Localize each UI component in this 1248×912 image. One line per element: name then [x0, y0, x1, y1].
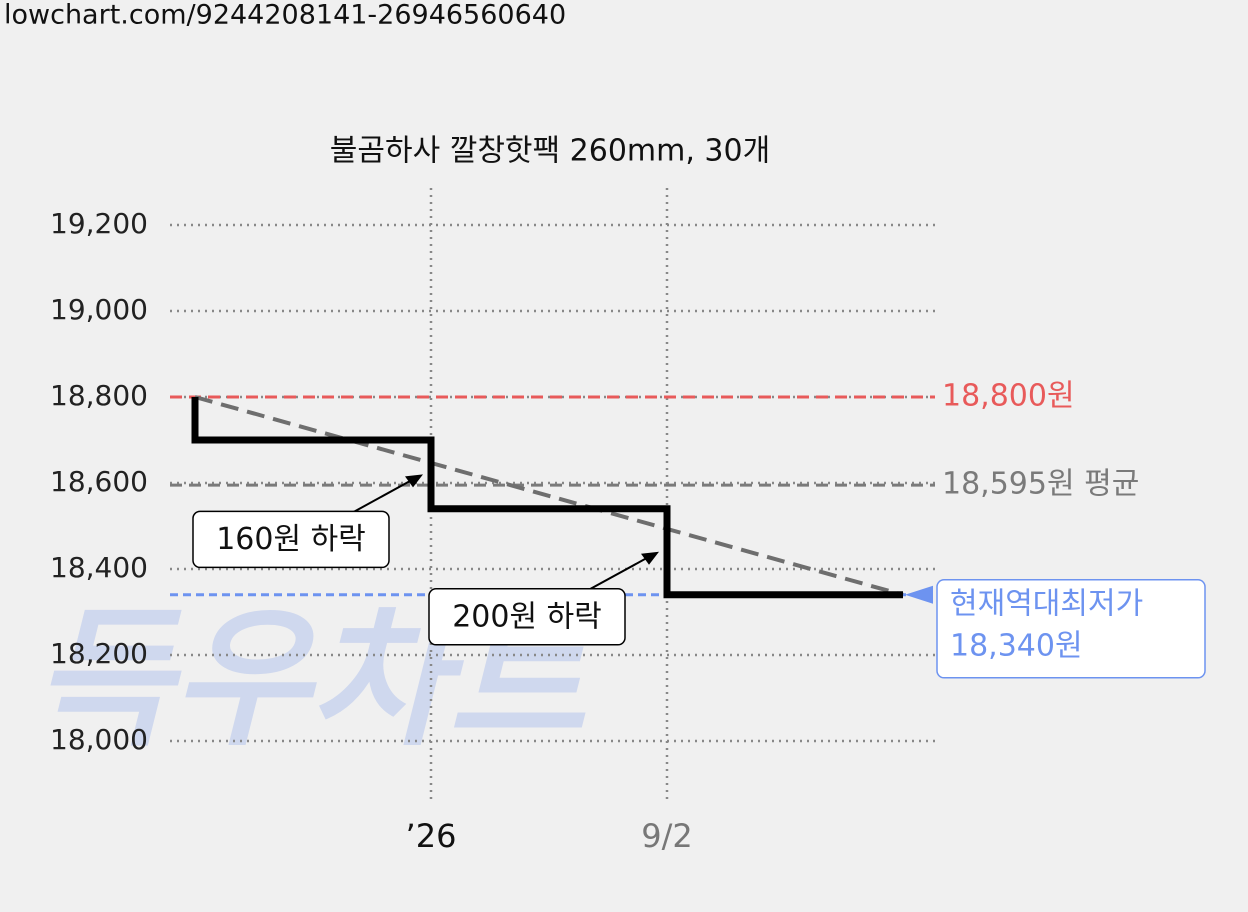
annotation-label: 160원 하락: [216, 522, 366, 557]
price-line: [191, 397, 903, 599]
y-tick-label: 18,400: [50, 551, 148, 584]
y-tick-label: 19,000: [50, 293, 148, 326]
annotation-label: 200원 하락: [452, 599, 602, 634]
annotation-arrow: [350, 478, 414, 515]
annotation-box: [428, 588, 626, 646]
trend-line: [194, 395, 904, 597]
x-tick-label: 9/2: [641, 817, 693, 855]
min-label: 18,340원: [950, 628, 1083, 663]
arrow-head: [405, 474, 423, 488]
arrow-head: [641, 551, 659, 565]
y-tick-label: 18,600: [50, 465, 148, 498]
min-box: [936, 579, 1206, 679]
y-tick-label: 19,200: [50, 207, 148, 240]
min-label: 현재역대최저가: [950, 586, 1143, 621]
y-tick-label: 18,800: [50, 379, 148, 412]
annotation-box: [192, 510, 390, 569]
url: lowchart.com/9244208141-26946560640: [4, 0, 566, 31]
y-tick-label: 18,000: [50, 723, 148, 756]
y-tick-label: 18,200: [50, 637, 148, 670]
ref-label: 18,595원 평균: [942, 467, 1139, 502]
x-tick-label: ’26: [406, 817, 457, 855]
ref-label: 18,800원: [942, 379, 1075, 414]
min-arrow: [905, 585, 933, 604]
chart-title: 불곰하사 깔창핫팩 260mm, 30개: [330, 134, 770, 169]
annotation-arrow: [586, 555, 650, 592]
